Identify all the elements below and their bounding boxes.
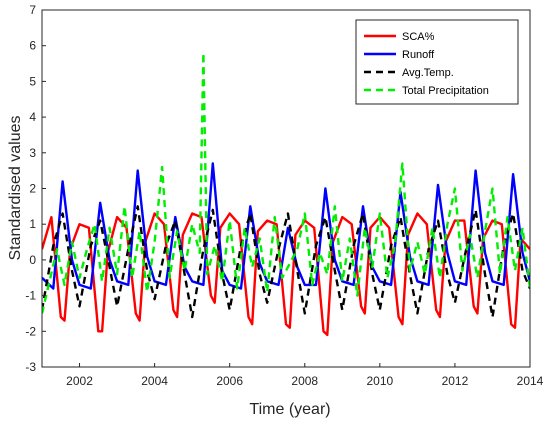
- x-axis-label: Time (year): [249, 401, 330, 418]
- series-line-sca-: [42, 212, 530, 337]
- legend-label: Avg.Temp.: [402, 67, 454, 79]
- x-tick-label: 2008: [291, 374, 318, 388]
- y-tick-label: -1: [25, 289, 36, 303]
- x-tick-label: 2010: [366, 374, 393, 388]
- series-group: [42, 51, 530, 337]
- y-tick-label: 5: [29, 74, 36, 88]
- x-tick-label: 2004: [141, 374, 168, 388]
- series-line-avg-temp-: [42, 205, 530, 319]
- y-tick-label: 3: [29, 146, 36, 160]
- y-tick-label: 4: [29, 110, 36, 124]
- legend-label: Runoff: [402, 49, 435, 61]
- y-tick-label: 0: [29, 253, 36, 267]
- y-tick-label: 1: [29, 217, 36, 231]
- y-tick-label: 7: [29, 3, 36, 17]
- y-tick-label: 6: [29, 39, 36, 53]
- series-line-runoff: [42, 162, 530, 290]
- legend: SCA% Runoff Avg.Temp. Total Precipitation: [355, 19, 519, 105]
- y-tick-label: 2: [29, 182, 36, 196]
- legend-label: Total Precipitation: [402, 85, 489, 97]
- x-tick-label: 2012: [442, 374, 469, 388]
- x-tick-label: 2014: [517, 374, 544, 388]
- legend-label: SCA%: [402, 31, 435, 43]
- x-tick-label: 2006: [216, 374, 243, 388]
- y-tick-label: -2: [25, 324, 36, 338]
- series-line-total-precipitation: [42, 51, 530, 314]
- y-tick-label: -3: [25, 360, 36, 374]
- y-axis-label: Standardised values: [7, 116, 24, 261]
- axes: 2002 2004 2006 2008 2010 2012 2014 -3 -2 -1 0 1 2 3 4 5…: [25, 3, 543, 388]
- x-tick-label: 2002: [66, 374, 93, 388]
